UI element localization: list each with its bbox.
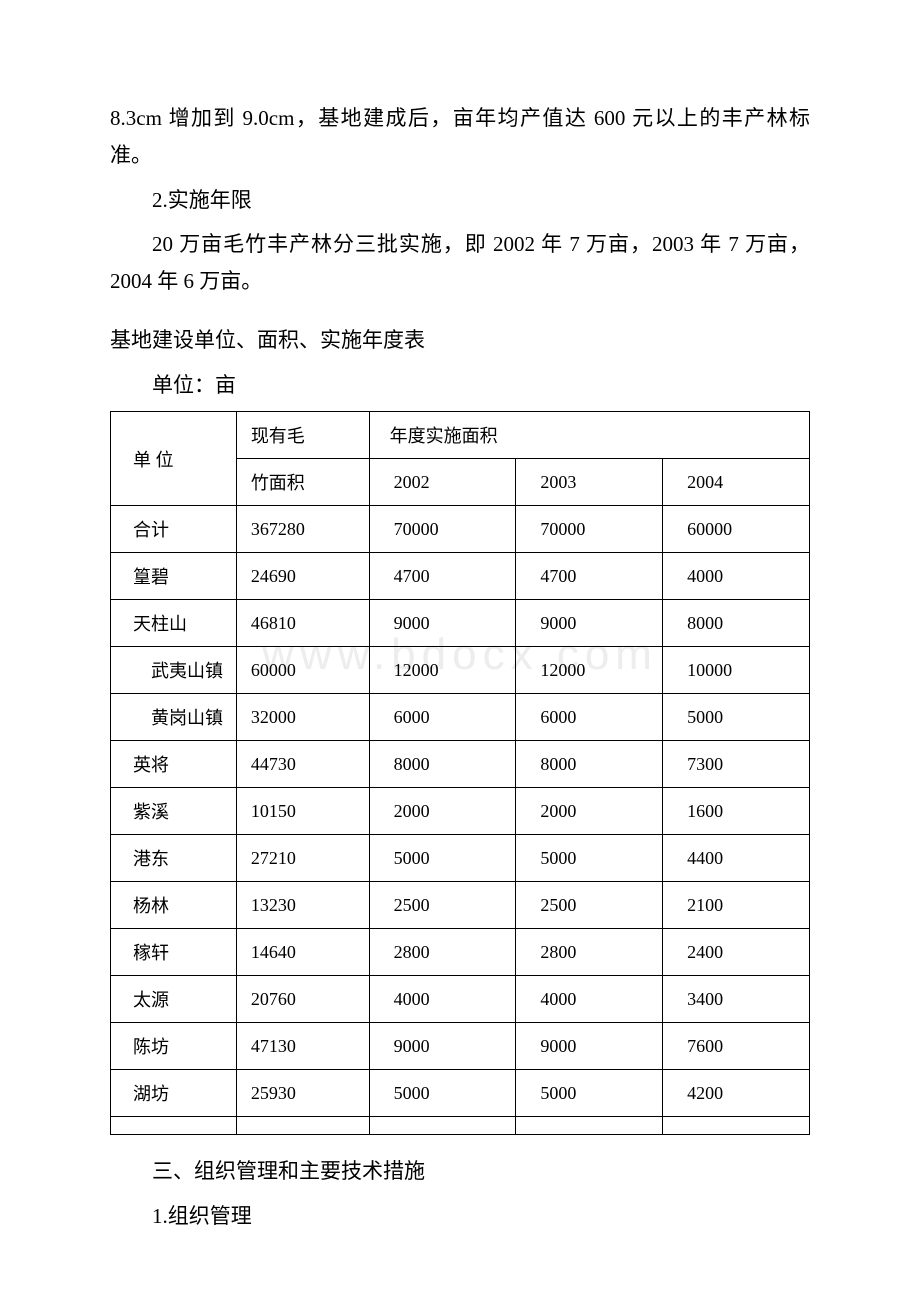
cell-year-2003: 2800 bbox=[516, 929, 663, 976]
cell-year-2003: 6000 bbox=[516, 694, 663, 741]
cell-year-2002: 12000 bbox=[369, 647, 516, 694]
cell-unit-name: 陈坊 bbox=[111, 1023, 237, 1070]
cell-year-2004: 2100 bbox=[663, 882, 810, 929]
cell-year-2002: 6000 bbox=[369, 694, 516, 741]
cell-year-2003: 70000 bbox=[516, 506, 663, 553]
cell-year-2003: 2000 bbox=[516, 788, 663, 835]
table-row: 紫溪10150200020001600 bbox=[111, 788, 810, 835]
table-row: 黄岗山镇32000600060005000 bbox=[111, 694, 810, 741]
paragraph-4: 三、组织管理和主要技术措施 bbox=[110, 1153, 810, 1190]
header-unit: 单 位 bbox=[111, 412, 237, 506]
cell-unit-name: 黄岗山镇 bbox=[111, 694, 237, 741]
cell-unit-name: 篁碧 bbox=[111, 553, 237, 600]
paragraph-3: 20 万亩毛竹丰产林分三批实施，即 2002 年 7 万亩，2003 年 7 万… bbox=[110, 226, 810, 300]
table-row: 湖坊25930500050004200 bbox=[111, 1070, 810, 1117]
table-row: 太源20760400040003400 bbox=[111, 976, 810, 1023]
cell-year-2004: 3400 bbox=[663, 976, 810, 1023]
cell-unit-name: 紫溪 bbox=[111, 788, 237, 835]
header-year-2004: 2004 bbox=[663, 459, 810, 506]
cell-unit-name: 武夷山镇 bbox=[111, 647, 237, 694]
cell-year-2002: 70000 bbox=[369, 506, 516, 553]
cell-area: 27210 bbox=[236, 835, 369, 882]
paragraph-5: 1.组织管理 bbox=[110, 1198, 810, 1235]
cell-year-2003: 5000 bbox=[516, 1070, 663, 1117]
cell-year-2003: 2500 bbox=[516, 882, 663, 929]
table-header-row-1: 单 位 现有毛 年度实施面积 bbox=[111, 412, 810, 459]
cell-year-2004: 8000 bbox=[663, 600, 810, 647]
cell-year-2004: 4400 bbox=[663, 835, 810, 882]
cell-year-2002: 2500 bbox=[369, 882, 516, 929]
table-row: 港东27210500050004400 bbox=[111, 835, 810, 882]
cell-year-2004: 7600 bbox=[663, 1023, 810, 1070]
table-row: 天柱山46810900090008000 bbox=[111, 600, 810, 647]
cell-year-2002: 9000 bbox=[369, 1023, 516, 1070]
paragraph-1: 8.3cm 增加到 9.0cm，基地建成后，亩年均产值达 600 元以上的丰产林… bbox=[110, 100, 810, 174]
table-row: 英将44730800080007300 bbox=[111, 741, 810, 788]
cell-unit-name: 稼轩 bbox=[111, 929, 237, 976]
cell-unit-name: 港东 bbox=[111, 835, 237, 882]
data-table: 单 位 现有毛 年度实施面积 竹面积 2002 2003 2004 合计3672… bbox=[110, 411, 810, 1135]
table-empty-row bbox=[111, 1117, 810, 1135]
cell-area: 367280 bbox=[236, 506, 369, 553]
cell-year-2004: 2400 bbox=[663, 929, 810, 976]
header-year-2003: 2003 bbox=[516, 459, 663, 506]
cell-year-2004: 4000 bbox=[663, 553, 810, 600]
cell-unit-name: 天柱山 bbox=[111, 600, 237, 647]
cell-year-2003: 4700 bbox=[516, 553, 663, 600]
cell-year-2003: 9000 bbox=[516, 1023, 663, 1070]
cell-area: 20760 bbox=[236, 976, 369, 1023]
cell-area: 13230 bbox=[236, 882, 369, 929]
cell-area: 44730 bbox=[236, 741, 369, 788]
table-row: 篁碧24690470047004000 bbox=[111, 553, 810, 600]
cell-year-2002: 5000 bbox=[369, 835, 516, 882]
table-row: 杨林13230250025002100 bbox=[111, 882, 810, 929]
header-year-span: 年度实施面积 bbox=[369, 412, 809, 459]
document-content: 8.3cm 增加到 9.0cm，基地建成后，亩年均产值达 600 元以上的丰产林… bbox=[110, 100, 810, 1235]
cell-year-2003: 8000 bbox=[516, 741, 663, 788]
cell-year-2003: 5000 bbox=[516, 835, 663, 882]
cell-area: 46810 bbox=[236, 600, 369, 647]
cell-year-2003: 9000 bbox=[516, 600, 663, 647]
cell-area: 32000 bbox=[236, 694, 369, 741]
table-title: 基地建设单位、面积、实施年度表 bbox=[110, 322, 810, 359]
header-area-line2: 竹面积 bbox=[236, 459, 369, 506]
cell-year-2004: 60000 bbox=[663, 506, 810, 553]
table-row: 陈坊47130900090007600 bbox=[111, 1023, 810, 1070]
cell-year-2002: 2000 bbox=[369, 788, 516, 835]
cell-year-2003: 12000 bbox=[516, 647, 663, 694]
table-row: 稼轩14640280028002400 bbox=[111, 929, 810, 976]
unit-label: 单位：亩 bbox=[110, 367, 810, 404]
table-row: 合计367280700007000060000 bbox=[111, 506, 810, 553]
cell-unit-name: 湖坊 bbox=[111, 1070, 237, 1117]
cell-year-2004: 1600 bbox=[663, 788, 810, 835]
cell-unit-name: 太源 bbox=[111, 976, 237, 1023]
cell-unit-name: 英将 bbox=[111, 741, 237, 788]
cell-area: 14640 bbox=[236, 929, 369, 976]
cell-year-2004: 10000 bbox=[663, 647, 810, 694]
paragraph-2: 2.实施年限 bbox=[110, 182, 810, 219]
cell-year-2002: 4000 bbox=[369, 976, 516, 1023]
cell-year-2004: 7300 bbox=[663, 741, 810, 788]
cell-unit-name: 合计 bbox=[111, 506, 237, 553]
cell-area: 10150 bbox=[236, 788, 369, 835]
cell-year-2004: 5000 bbox=[663, 694, 810, 741]
cell-area: 25930 bbox=[236, 1070, 369, 1117]
cell-unit-name: 杨林 bbox=[111, 882, 237, 929]
cell-area: 24690 bbox=[236, 553, 369, 600]
header-year-2002: 2002 bbox=[369, 459, 516, 506]
table-row: 武夷山镇60000120001200010000 bbox=[111, 647, 810, 694]
cell-year-2002: 5000 bbox=[369, 1070, 516, 1117]
header-area-line1: 现有毛 bbox=[236, 412, 369, 459]
cell-year-2002: 2800 bbox=[369, 929, 516, 976]
cell-area: 47130 bbox=[236, 1023, 369, 1070]
cell-year-2004: 4200 bbox=[663, 1070, 810, 1117]
cell-year-2003: 4000 bbox=[516, 976, 663, 1023]
cell-area: 60000 bbox=[236, 647, 369, 694]
cell-year-2002: 9000 bbox=[369, 600, 516, 647]
cell-year-2002: 4700 bbox=[369, 553, 516, 600]
cell-year-2002: 8000 bbox=[369, 741, 516, 788]
